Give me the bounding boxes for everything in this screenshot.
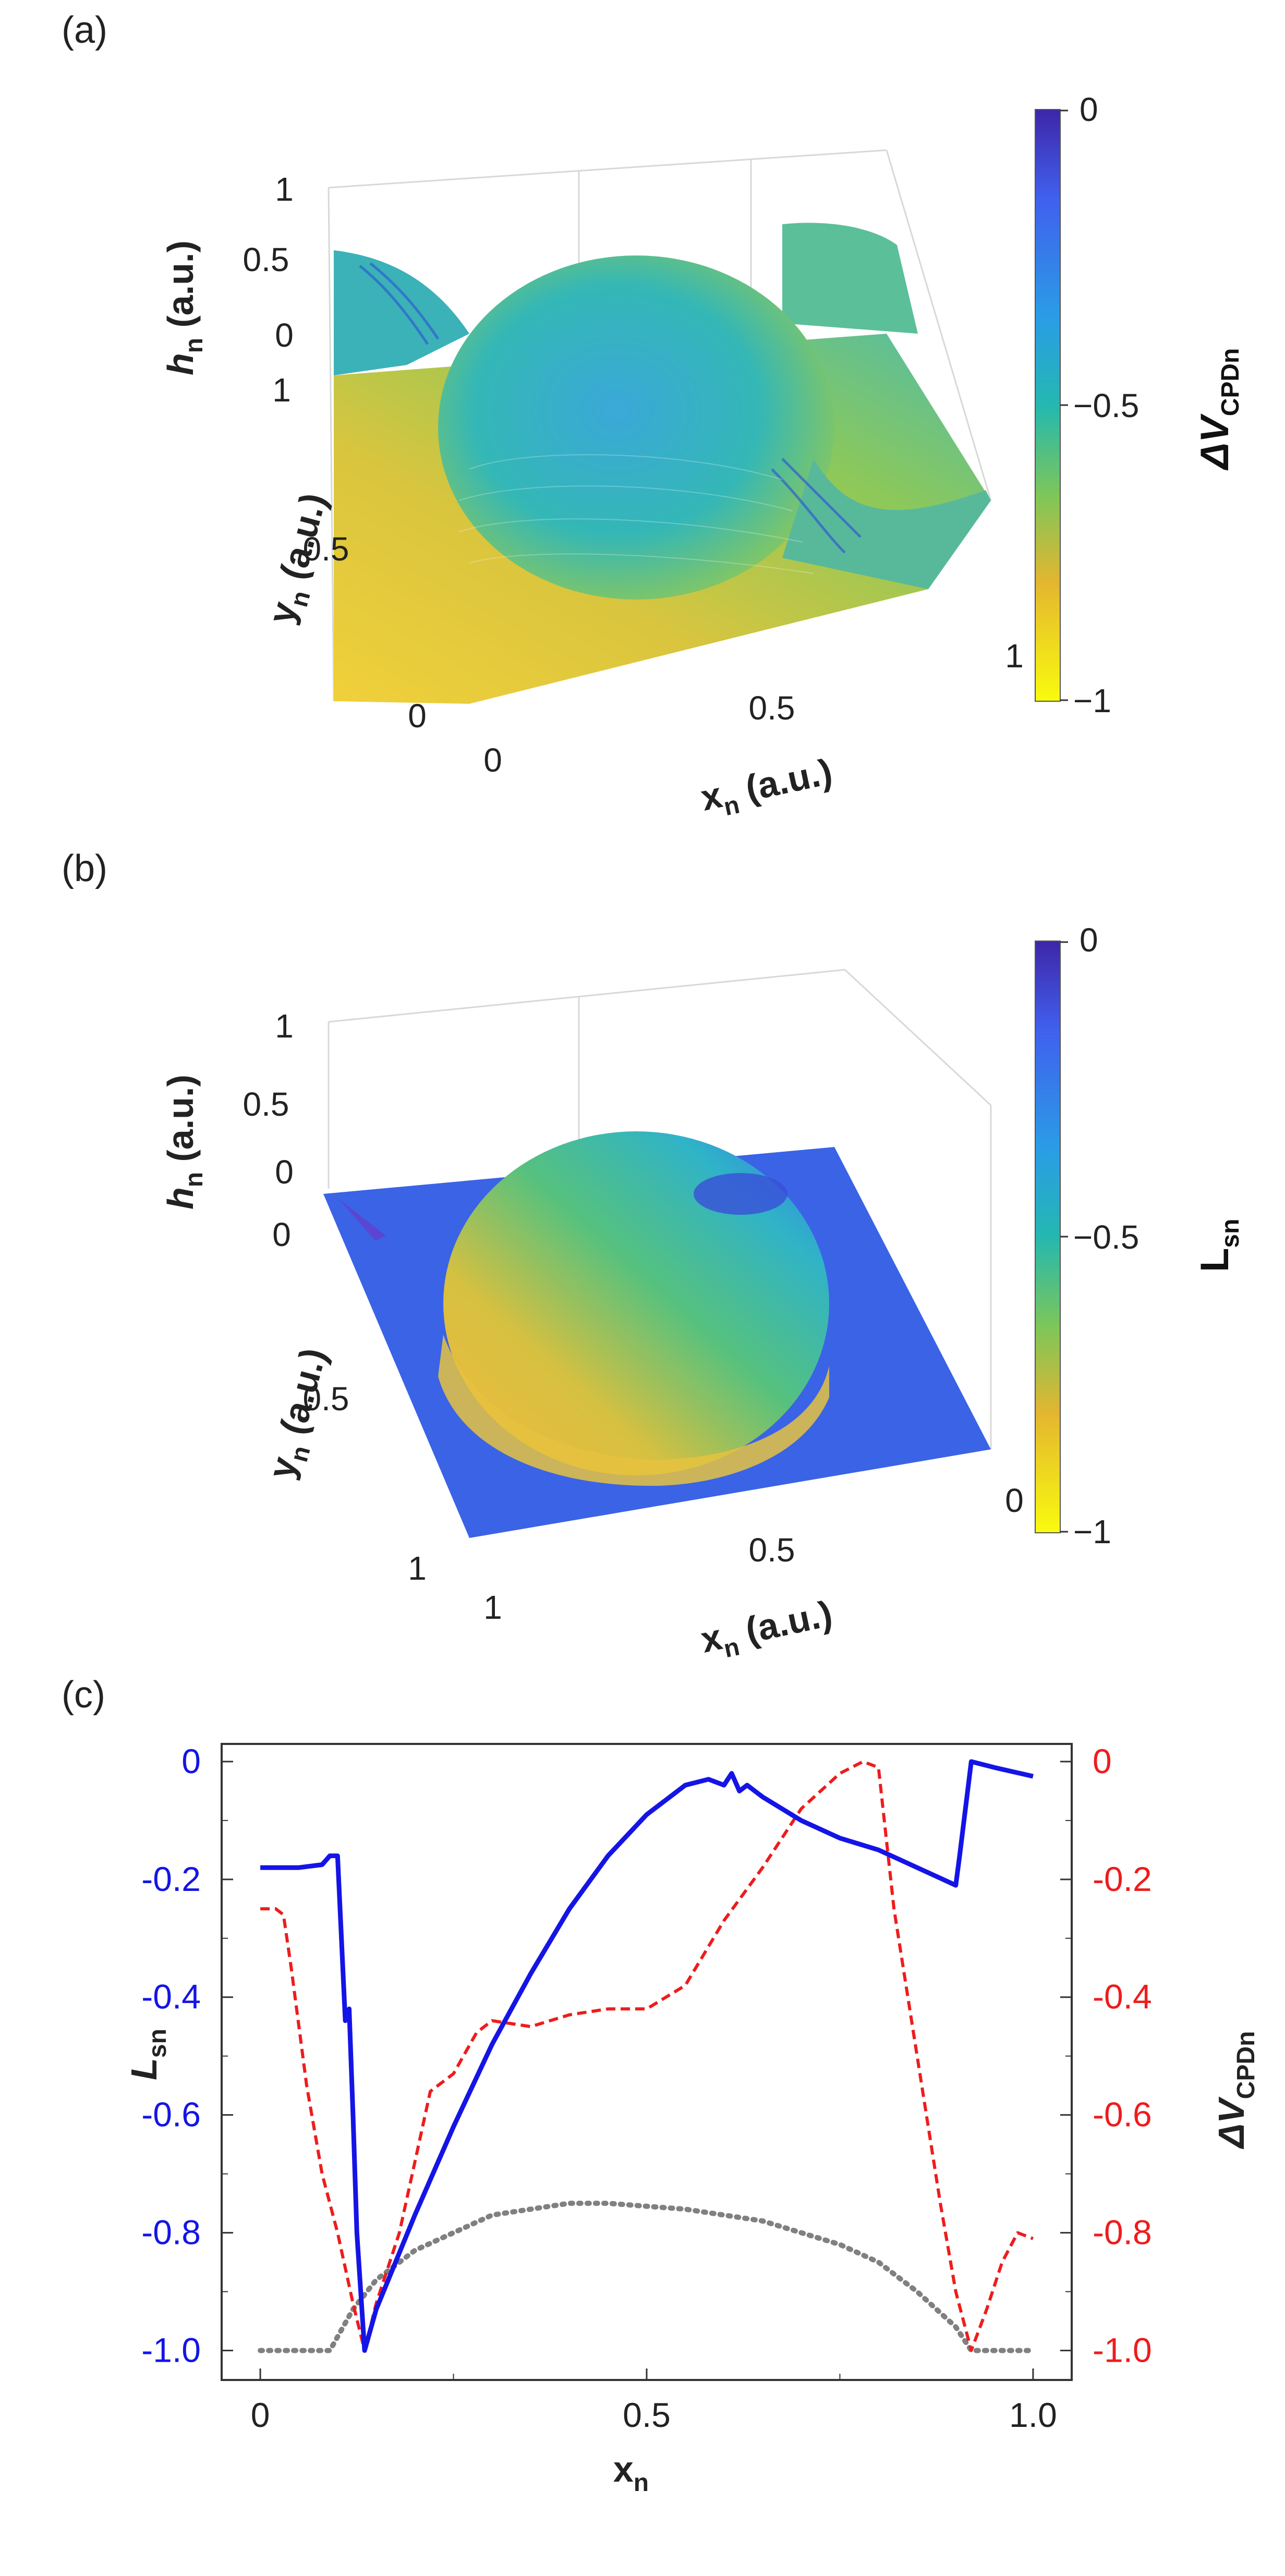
chart-left-tick-label-0: 0: [181, 1742, 201, 1780]
panel-b-3d-box: [328, 969, 992, 1449]
chart-series--v-cpdn-line: [260, 1760, 1034, 2352]
chart-series-h-n-line: [258, 2201, 1036, 2353]
chart-right-tick-label-1: -0.2: [1093, 1860, 1152, 1898]
panel-c-label: (c): [62, 1674, 105, 1716]
panel-a-colorbar-ticks: [1060, 109, 1068, 701]
panel-a-colorbar-tick-mid: −0.5: [1073, 387, 1139, 424]
chart-x-tick-label-1: 0.5: [623, 2396, 671, 2434]
chart-x-axis: 0 0.5 1.0: [251, 2369, 1057, 2434]
panel-c: (c) 0 -0.2 -0.4 -0.6 -0.8 -1.0 0 -0.2 -0.4 -0.6 -…: [62, 1674, 1260, 2497]
chart-right-tick-label-4: -0.8: [1093, 2213, 1152, 2252]
panel-b-z-tick-2: 0.5: [243, 1085, 289, 1123]
chart-x-axis-label: xn: [613, 2449, 649, 2497]
panel-a-y-tick-3: 0: [408, 697, 427, 735]
panel-b-colorbar: [1035, 941, 1061, 1533]
panel-a-y-tick-2: 0.5: [303, 530, 349, 568]
chart-left-tick-label-2: -0.4: [141, 1977, 201, 2016]
panel-a-x-axis-label: xn (a.u.): [697, 751, 837, 825]
panel-b-z-tick-3: 0: [275, 1153, 294, 1191]
chart-left-tick-label-3: -0.6: [141, 2095, 201, 2134]
chart-series-l-sn-line: [260, 1759, 1034, 2353]
chart-right-axis: 0 -0.2 -0.4 -0.6 -0.8 -1.0: [1060, 1742, 1152, 2370]
panel-a-label: (a): [62, 9, 107, 51]
chart-left-axis-label: Lsn: [124, 2029, 172, 2080]
panel-a-z-tick-2: 0.5: [243, 241, 289, 278]
chart-right-tick-label-2: -0.4: [1093, 1977, 1152, 2016]
panel-a-surface: [334, 223, 991, 704]
panel-b-y-tick-3: 1: [408, 1549, 427, 1587]
chart-left-tick-label-5: -1.0: [141, 2331, 201, 2370]
panel-b-x-tick-3: 0: [1005, 1482, 1024, 1519]
panel-b-colorbar-label: Lsn: [1193, 1219, 1244, 1272]
panel-a-x-tick-3: 1: [1005, 637, 1024, 675]
chart-left-tick-label-4: -0.8: [141, 2213, 201, 2252]
panel-a-z-tick-1: 1: [275, 170, 294, 208]
panel-b-label: (b): [62, 848, 107, 889]
panel-b-z-tick-1: 1: [275, 1007, 294, 1045]
panel-a-x-tick-1: 0: [483, 741, 502, 779]
chart-right-tick-label-5: -1.0: [1093, 2331, 1152, 2370]
chart-right-tick-label-0: 0: [1093, 1742, 1112, 1780]
chart-left-tick-label-1: -0.2: [141, 1860, 201, 1898]
panel-b-y-tick-2: 0.5: [303, 1380, 349, 1418]
chart-left-axis: 0 -0.2 -0.4 -0.6 -0.8 -1.0: [141, 1742, 233, 2370]
panel-b-x-tick-2: 0.5: [749, 1531, 795, 1569]
panel-a-colorbar-tick-min: −1: [1073, 682, 1111, 719]
chart-x-tick-label-2: 1.0: [1009, 2396, 1057, 2434]
chart-x-tick-label-0: 0: [251, 2396, 270, 2434]
panel-a-x-tick-2: 0.5: [749, 689, 795, 727]
chart-series: [258, 1759, 1036, 2353]
panel-b-colorbar-tick-min: −1: [1073, 1513, 1111, 1551]
panel-b: (b) 1 0.5 0 hn (a.u.) 0 0.5 1 yn (a.u.) …: [62, 848, 1244, 1667]
panel-b-surface: [323, 1131, 991, 1538]
panel-a-z-tick-3: 0: [275, 316, 294, 354]
chart-right-tick-label-3: -0.6: [1093, 2095, 1152, 2134]
chart-right-axis-label: ΔVCPDn: [1211, 2031, 1260, 2150]
panel-b-x-axis-label: xn (a.u.): [697, 1593, 837, 1667]
panel-a: (a): [62, 9, 1244, 825]
panel-a-3d-box: [328, 149, 992, 702]
panel-a-colorbar-tick-0: 0: [1080, 91, 1098, 128]
panel-b-colorbar-ticks: [1060, 941, 1068, 1533]
panel-b-colorbar-tick-mid: −0.5: [1073, 1218, 1139, 1256]
panel-a-colorbar: [1035, 109, 1061, 702]
panel-b-y-tick-1: 0: [272, 1216, 291, 1253]
panel-a-y-tick-1: 1: [272, 371, 291, 409]
panel-a-z-axis-label: hn (a.u.): [160, 240, 208, 375]
panel-a-colorbar-label: ΔVCPDn: [1193, 348, 1244, 471]
panel-b-x-tick-1: 1: [483, 1589, 502, 1626]
panel-b-z-axis-label: hn (a.u.): [160, 1075, 208, 1210]
panel-b-colorbar-tick-0: 0: [1080, 921, 1098, 959]
